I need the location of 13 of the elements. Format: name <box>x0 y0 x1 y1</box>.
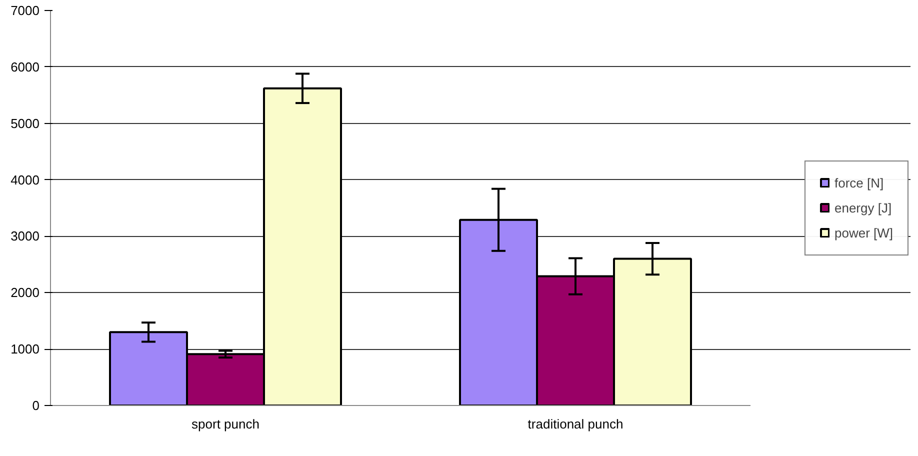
y-tick-label: 1000 <box>10 342 40 357</box>
y-tick-label: 4000 <box>10 172 40 188</box>
y-tick-label: 0 <box>32 398 40 413</box>
y-tick-label: 5000 <box>10 116 40 131</box>
legend-label: force [N] <box>834 175 884 190</box>
y-tick-label: 3000 <box>10 228 40 244</box>
x-tick-label: sport punch <box>192 416 260 432</box>
y-tick-label: 2000 <box>10 285 40 300</box>
y-tick-label: 7000 <box>10 3 40 18</box>
y-tick-label: 6000 <box>10 59 40 74</box>
legend-label: power [W] <box>834 225 893 240</box>
x-tick-label: traditional punch <box>528 416 624 432</box>
legend-label: energy [J] <box>834 200 892 215</box>
